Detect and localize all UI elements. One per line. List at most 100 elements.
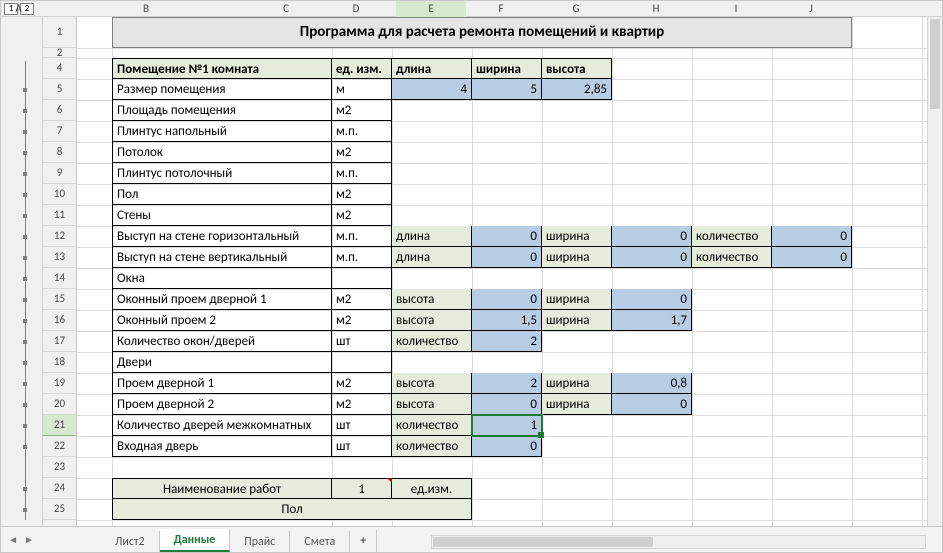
cell-G20[interactable]: 0 (612, 394, 692, 415)
cell-F20[interactable]: ширина (542, 394, 612, 415)
col-header-H[interactable]: H (616, 1, 696, 17)
row-header-7[interactable]: 7 (43, 121, 76, 142)
cell-D21[interactable]: количество (392, 415, 472, 436)
cell-B15[interactable]: Оконный проем дверной 1 (112, 289, 332, 310)
cell-B22[interactable]: Входная дверь (112, 436, 332, 457)
cell-F15[interactable]: ширина (542, 289, 612, 310)
cell-E20[interactable]: 0 (472, 394, 542, 415)
row-header-20[interactable]: 20 (43, 394, 76, 415)
vertical-scrollbar[interactable] (927, 17, 942, 526)
cell-B14[interactable]: Окна (112, 268, 332, 289)
cell-E13[interactable]: 0 (472, 247, 542, 268)
cell-B21[interactable]: Количество дверей межкомнатных (112, 415, 332, 436)
row-header-19[interactable]: 19 (43, 373, 76, 394)
cell-B19[interactable]: Проем дверной 1 (112, 373, 332, 394)
horizontal-scrollbar[interactable] (431, 535, 926, 549)
col-header-D[interactable]: D (316, 1, 396, 17)
cell-G16[interactable]: 1,7 (612, 310, 692, 331)
row-header-8[interactable]: 8 (43, 142, 76, 163)
cell-G15[interactable]: 0 (612, 289, 692, 310)
cell-C21[interactable]: шт (332, 415, 392, 436)
cell-C19[interactable]: м2 (332, 373, 392, 394)
cell-D22[interactable]: количество (392, 436, 472, 457)
cell-D16[interactable]: высота (392, 310, 472, 331)
cell-C15[interactable]: м2 (332, 289, 392, 310)
col-header-C[interactable]: C (256, 1, 316, 17)
cell-B20[interactable]: Проем дверной 2 (112, 394, 332, 415)
cell-D20[interactable]: высота (392, 394, 472, 415)
row-header-4[interactable]: 4 (43, 58, 76, 79)
row-header-15[interactable]: 15 (43, 289, 76, 310)
cell-C20[interactable]: м2 (332, 394, 392, 415)
cell-C7[interactable]: м.п. (332, 121, 392, 142)
sheet-tab-Прайс[interactable]: Прайс (230, 531, 290, 552)
cell-E19[interactable]: 2 (472, 373, 542, 394)
cell-C16[interactable]: м2 (332, 310, 392, 331)
cell-F12[interactable]: ширина (542, 226, 612, 247)
col-header-J[interactable]: J (776, 1, 846, 17)
header-length[interactable]: длина (392, 58, 472, 79)
tab-prev-icon[interactable]: ◄ (8, 533, 18, 546)
row-header-13[interactable]: 13 (43, 247, 76, 268)
cell-D15[interactable]: высота (392, 289, 472, 310)
col-header-F[interactable]: F (466, 1, 536, 17)
row-header-25[interactable]: 25 (43, 499, 76, 520)
cell-B11[interactable]: Стены (112, 205, 332, 226)
cell-G19[interactable]: 0,8 (612, 373, 692, 394)
cell-D13[interactable]: длина (392, 247, 472, 268)
cell-C12[interactable]: м.п. (332, 226, 392, 247)
cell-E5[interactable]: 5 (472, 79, 542, 100)
cell-D17[interactable]: количество (392, 331, 472, 352)
cell-G12[interactable]: 0 (612, 226, 692, 247)
row-header-12[interactable]: 12 (43, 226, 76, 247)
cell-B5[interactable]: Размер помещения (112, 79, 332, 100)
cell-E17[interactable]: 2 (472, 331, 542, 352)
row-header-14[interactable]: 14 (43, 268, 76, 289)
row-header-16[interactable]: 16 (43, 310, 76, 331)
col-header-B[interactable]: B (36, 1, 256, 17)
row-header-22[interactable]: 22 (43, 436, 76, 457)
cell-C11[interactable]: м2 (332, 205, 392, 226)
tab-next-icon[interactable]: ► (24, 533, 34, 546)
row-header-17[interactable]: 17 (43, 331, 76, 352)
cell-B13[interactable]: Выступ на стене вертикальный (112, 247, 332, 268)
cell-D12[interactable]: длина (392, 226, 472, 247)
header-room[interactable]: Помещение №1 комната (112, 58, 332, 79)
cell-E21[interactable]: 1 (472, 415, 542, 436)
col-header-A[interactable]: A (1, 1, 36, 17)
row-header-9[interactable]: 9 (43, 163, 76, 184)
works-header-name[interactable]: Наименование работ (112, 478, 332, 499)
cell-C9[interactable]: м.п. (332, 163, 392, 184)
row-header-2[interactable]: 2 (43, 48, 76, 58)
cell-C8[interactable]: м2 (332, 142, 392, 163)
cell-C5[interactable]: м (332, 79, 392, 100)
works-header-amount[interactable]: 1 (332, 478, 392, 499)
cell-C17[interactable]: шт (332, 331, 392, 352)
row-header-5[interactable]: 5 (43, 79, 76, 100)
cell-C10[interactable]: м2 (332, 184, 392, 205)
header-height[interactable]: высота (542, 58, 612, 79)
cell-H13[interactable]: количество (692, 247, 772, 268)
cell-F13[interactable]: ширина (542, 247, 612, 268)
add-sheet-button[interactable]: + (350, 530, 377, 552)
cell-B16[interactable]: Оконный проем 2 (112, 310, 332, 331)
row-header-10[interactable]: 10 (43, 184, 76, 205)
cell-F5[interactable]: 2,85 (542, 79, 612, 100)
sheet-tab-Данные[interactable]: Данные (160, 529, 231, 552)
row-header-24[interactable]: 24 (43, 478, 76, 499)
cell-C6[interactable]: м2 (332, 100, 392, 121)
cell-C22[interactable]: шт (332, 436, 392, 457)
cell-B12[interactable]: Выступ на стене горизонтальный (112, 226, 332, 247)
cell-E15[interactable]: 0 (472, 289, 542, 310)
row-header-23[interactable]: 23 (43, 457, 76, 478)
cell-C14[interactable] (332, 268, 392, 289)
cell-F16[interactable]: ширина (542, 310, 612, 331)
cell-B6[interactable]: Площадь помещения (112, 100, 332, 121)
row-header-6[interactable]: 6 (43, 100, 76, 121)
cell-F19[interactable]: ширина (542, 373, 612, 394)
cell-B17[interactable]: Количество окон/дверей (112, 331, 332, 352)
cell-I12[interactable]: 0 (772, 226, 852, 247)
cell-B9[interactable]: Плинтус потолочный (112, 163, 332, 184)
cell-D19[interactable]: высота (392, 373, 472, 394)
header-width[interactable]: ширина (472, 58, 542, 79)
